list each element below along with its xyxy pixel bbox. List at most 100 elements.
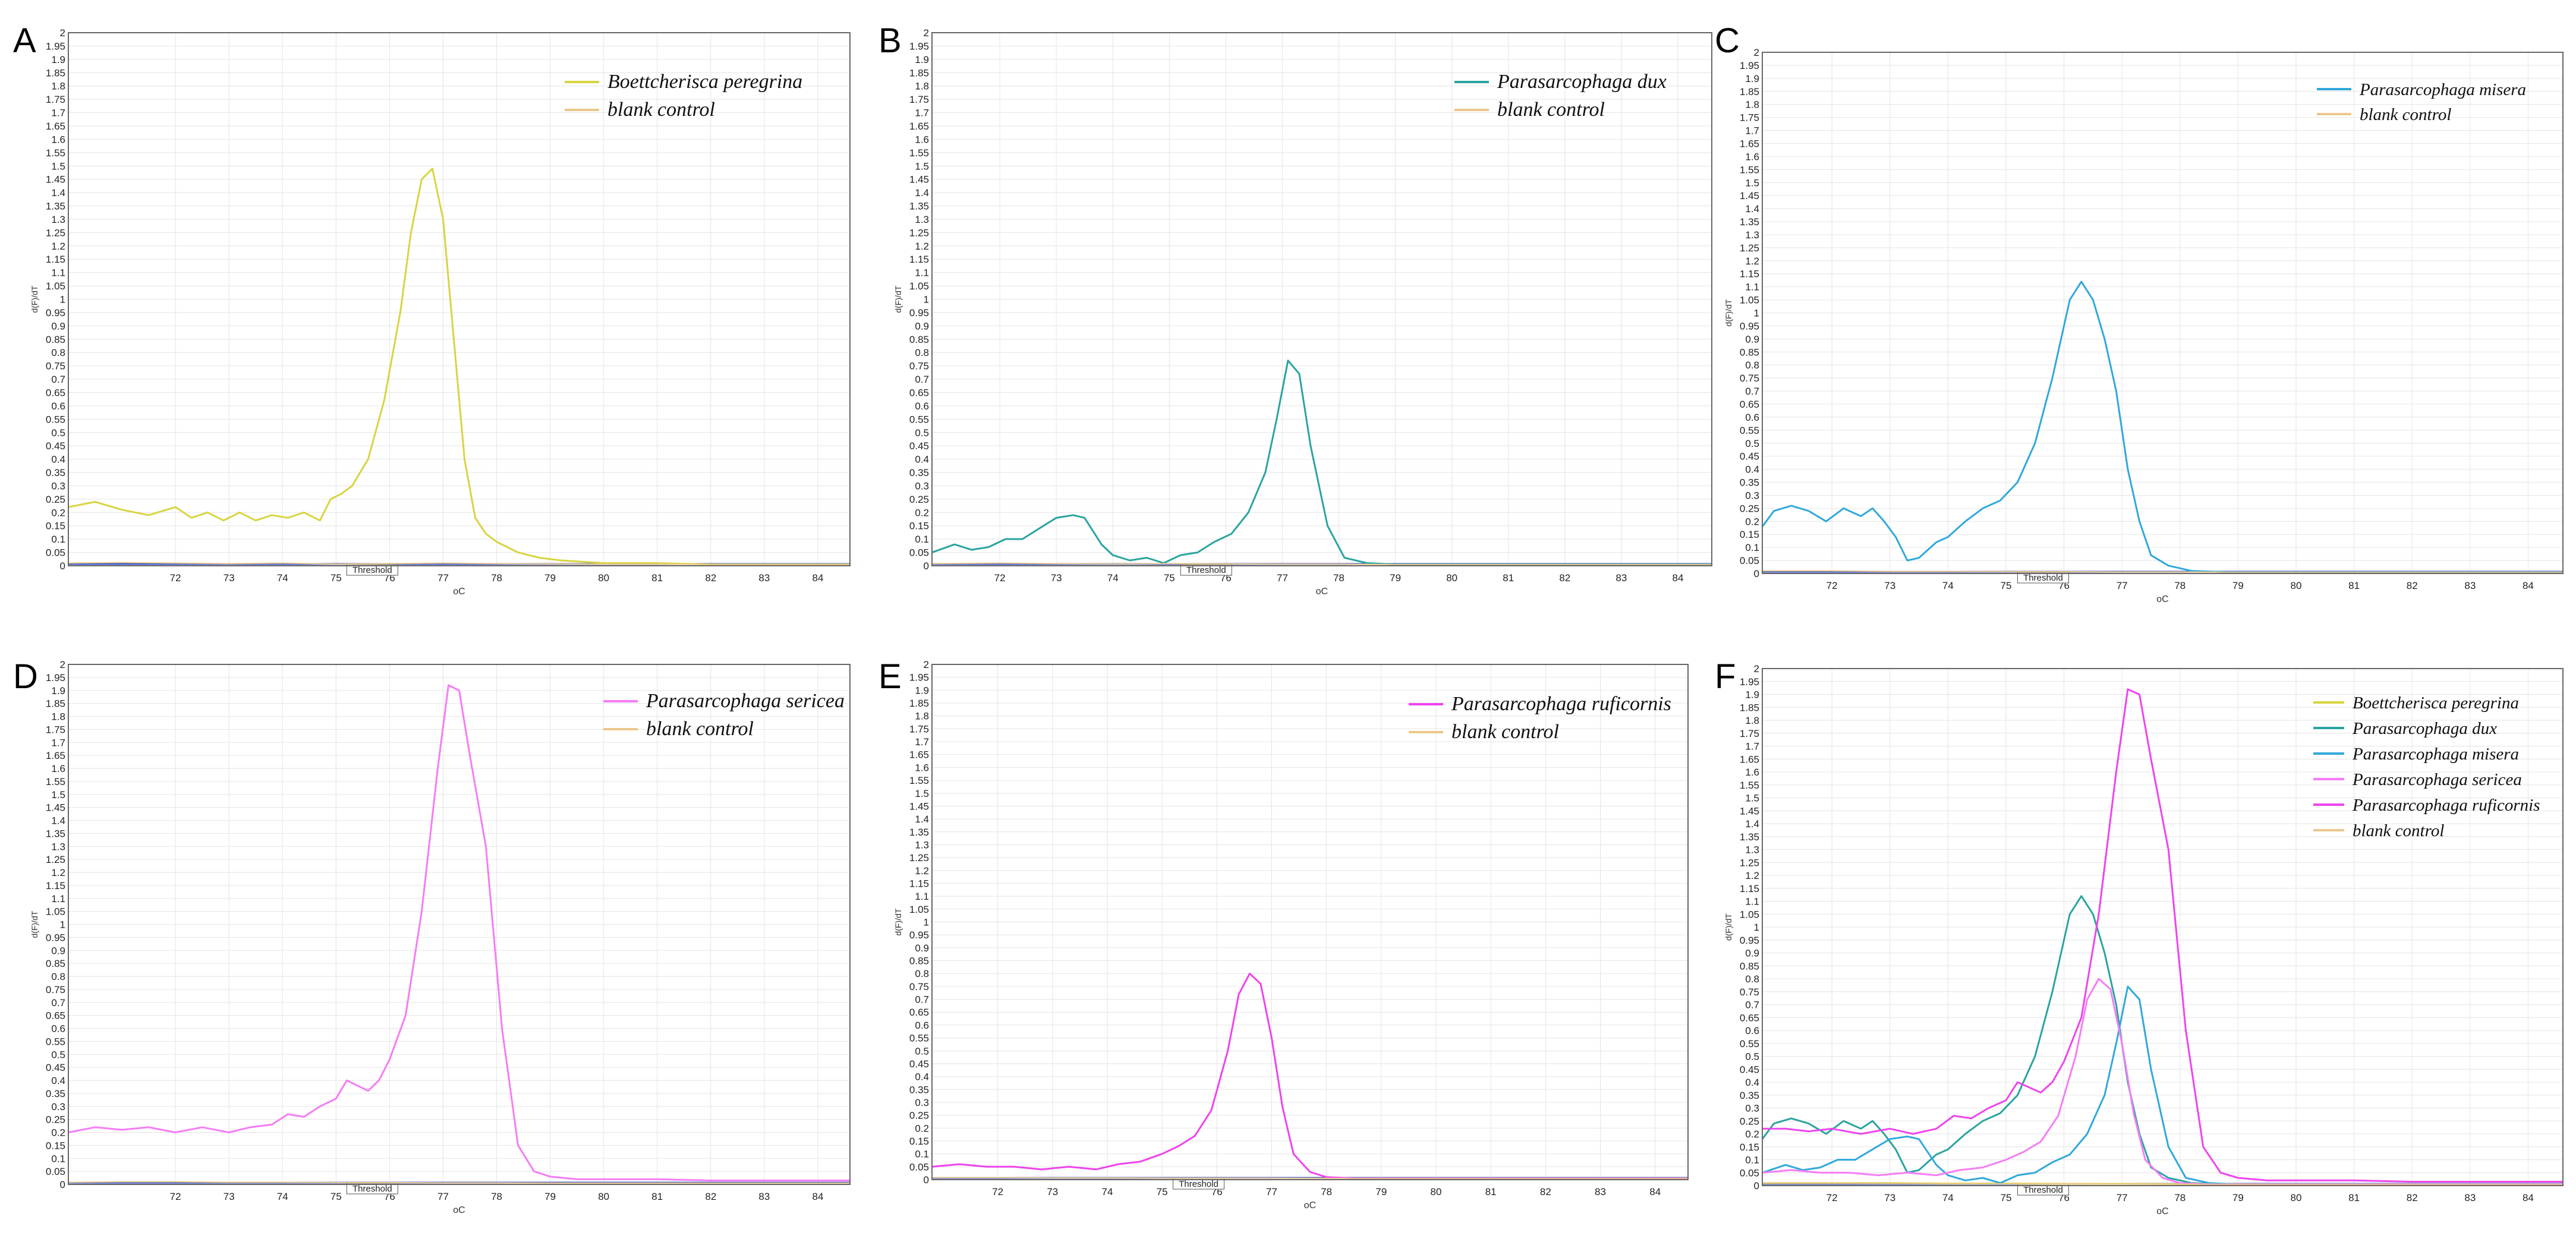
y-tick-label: 0.15 <box>46 1140 65 1151</box>
y-tick-label: 1 <box>60 294 65 305</box>
y-tick-label: 1.35 <box>909 201 929 212</box>
y-tick-label: 1.8 <box>1745 715 1759 726</box>
y-tick-label: 1.1 <box>915 891 929 902</box>
y-tick-label: 1.3 <box>915 214 929 225</box>
y-tick-label: 1.2 <box>915 865 929 877</box>
y-tick-label: 1.9 <box>915 54 929 65</box>
y-tick-label: 1.85 <box>909 67 929 78</box>
y-tick-label: 1.1 <box>915 267 929 279</box>
y-tick-label: 1.9 <box>1745 73 1759 84</box>
y-tick-label: 0.75 <box>909 981 929 992</box>
y-tick-label: 0.85 <box>1740 346 1759 358</box>
y-tick-label: 1.2 <box>51 241 65 252</box>
y-tick-label: 1.55 <box>46 776 65 787</box>
plot-frame <box>1762 668 2564 1186</box>
y-tick-label: 1.85 <box>909 698 929 709</box>
y-axis-label: d(F)/dT <box>893 908 903 935</box>
y-tick-label: 1.05 <box>909 281 929 292</box>
y-tick-label: 0.9 <box>1745 333 1759 345</box>
y-tick-label: 0.65 <box>909 1007 929 1018</box>
y-tick-label: 1.6 <box>51 763 65 774</box>
legend-label-parasarcophaga-sericea: Parasarcophaga sericea <box>2352 770 2522 789</box>
y-tick-label: 1.35 <box>46 828 65 839</box>
y-tick-label: 1.05 <box>46 281 65 292</box>
y-tick-label: 0.5 <box>915 427 929 439</box>
y-tick-label: 1.65 <box>46 750 65 761</box>
x-tick-label: 81 <box>2348 580 2360 591</box>
y-tick-label: 1.85 <box>1740 86 1759 97</box>
y-tick-label: 0.75 <box>46 984 65 995</box>
y-tick-label: 1.8 <box>915 711 929 722</box>
x-tick-label: 73 <box>1047 1186 1058 1197</box>
x-tick-label: 72 <box>1826 1192 1838 1203</box>
x-tick-label: 82 <box>1540 1186 1551 1197</box>
y-tick-label: 1.6 <box>51 134 65 145</box>
legend-label-blank-control: blank control <box>607 99 715 121</box>
y-tick-label: 1.9 <box>51 54 65 65</box>
y-tick-label: 1.5 <box>1745 793 1759 804</box>
y-tick-label: 1.2 <box>51 867 65 878</box>
y-tick-label: 1.25 <box>1740 857 1759 868</box>
y-tick-label: 1.85 <box>46 67 65 78</box>
y-tick-label: 1.4 <box>915 814 929 825</box>
y-tick-label: 1.3 <box>51 841 65 852</box>
y-tick-label: 1.95 <box>1740 676 1759 688</box>
y-tick-label: 1.4 <box>1745 203 1759 215</box>
y-tick-label: 1.15 <box>1740 269 1759 280</box>
y-axis-label: d(F)/dT <box>30 910 39 938</box>
y-tick-label: 0.5 <box>915 1045 929 1057</box>
x-tick-label: 80 <box>2291 1192 2302 1203</box>
y-tick-label: 0 <box>924 560 929 572</box>
y-tick-label: 1.1 <box>1745 282 1759 293</box>
y-tick-label: 1.55 <box>909 147 929 159</box>
y-tick-label: 0.75 <box>1740 373 1759 384</box>
y-tick-label: 1.2 <box>915 241 929 252</box>
x-tick-label: 83 <box>758 572 770 584</box>
y-tick-label: 0.95 <box>1740 320 1759 332</box>
y-tick-label: 1.4 <box>51 815 65 827</box>
x-axis-unit-label: oC <box>1304 1200 1316 1211</box>
x-tick-label: 81 <box>2348 1192 2360 1203</box>
y-tick-label: 1.95 <box>46 40 65 52</box>
x-tick-label: 79 <box>544 1191 556 1202</box>
y-tick-label: 1 <box>1754 922 1759 933</box>
y-tick-label: 0.1 <box>1745 1155 1759 1166</box>
x-axis-unit-label: oC <box>453 587 465 597</box>
y-tick-label: 1.55 <box>909 775 929 786</box>
y-tick-label: 1.75 <box>909 94 929 105</box>
y-tick-label: 0.25 <box>909 494 929 505</box>
x-tick-label: 72 <box>992 1186 1003 1197</box>
x-tick-label: 77 <box>437 572 449 584</box>
x-tick-label: 82 <box>2407 1192 2418 1203</box>
y-tick-label: 1.35 <box>1740 831 1759 843</box>
plot-frame <box>68 664 851 1185</box>
y-tick-label: 0.8 <box>1745 973 1759 985</box>
y-tick-label: 1.75 <box>46 724 65 735</box>
x-tick-label: 78 <box>1333 572 1344 584</box>
y-tick-label: 0.3 <box>51 1101 65 1113</box>
y-tick-label: 0.15 <box>909 1136 929 1147</box>
y-tick-label: 0.8 <box>915 347 929 358</box>
x-tick-label: 74 <box>277 1191 288 1202</box>
y-tick-label: 0.75 <box>909 361 929 372</box>
x-axis-unit-label: oC <box>2156 1206 2168 1217</box>
x-tick-label: 81 <box>651 572 663 584</box>
y-tick-label: 0.55 <box>46 1036 65 1047</box>
y-tick-label: 0.85 <box>909 334 929 345</box>
y-tick-label: 0.35 <box>1740 477 1759 489</box>
legend: Boettcherisca peregrina Parasarcophaga du… <box>2313 694 2540 840</box>
y-tick-label: 0.3 <box>1745 490 1759 501</box>
y-tick-label: 0.05 <box>1740 1167 1759 1178</box>
y-tick-label: 0.25 <box>46 494 65 505</box>
y-tick-label: 1.35 <box>46 201 65 212</box>
y-tick-label: 0.1 <box>51 534 65 545</box>
y-tick-label: 1.7 <box>51 737 65 748</box>
plot-frame <box>1762 52 2564 574</box>
y-tick-label: 1.15 <box>909 254 929 265</box>
y-tick-label: 0.9 <box>915 320 929 332</box>
x-tick-label: 73 <box>223 1191 235 1202</box>
y-tick-label: 0.05 <box>1740 555 1759 566</box>
y-tick-label: 0.15 <box>1740 529 1759 540</box>
x-tick-label: 75 <box>2000 580 2011 591</box>
legend-label-blank-control: blank control <box>2360 105 2451 124</box>
